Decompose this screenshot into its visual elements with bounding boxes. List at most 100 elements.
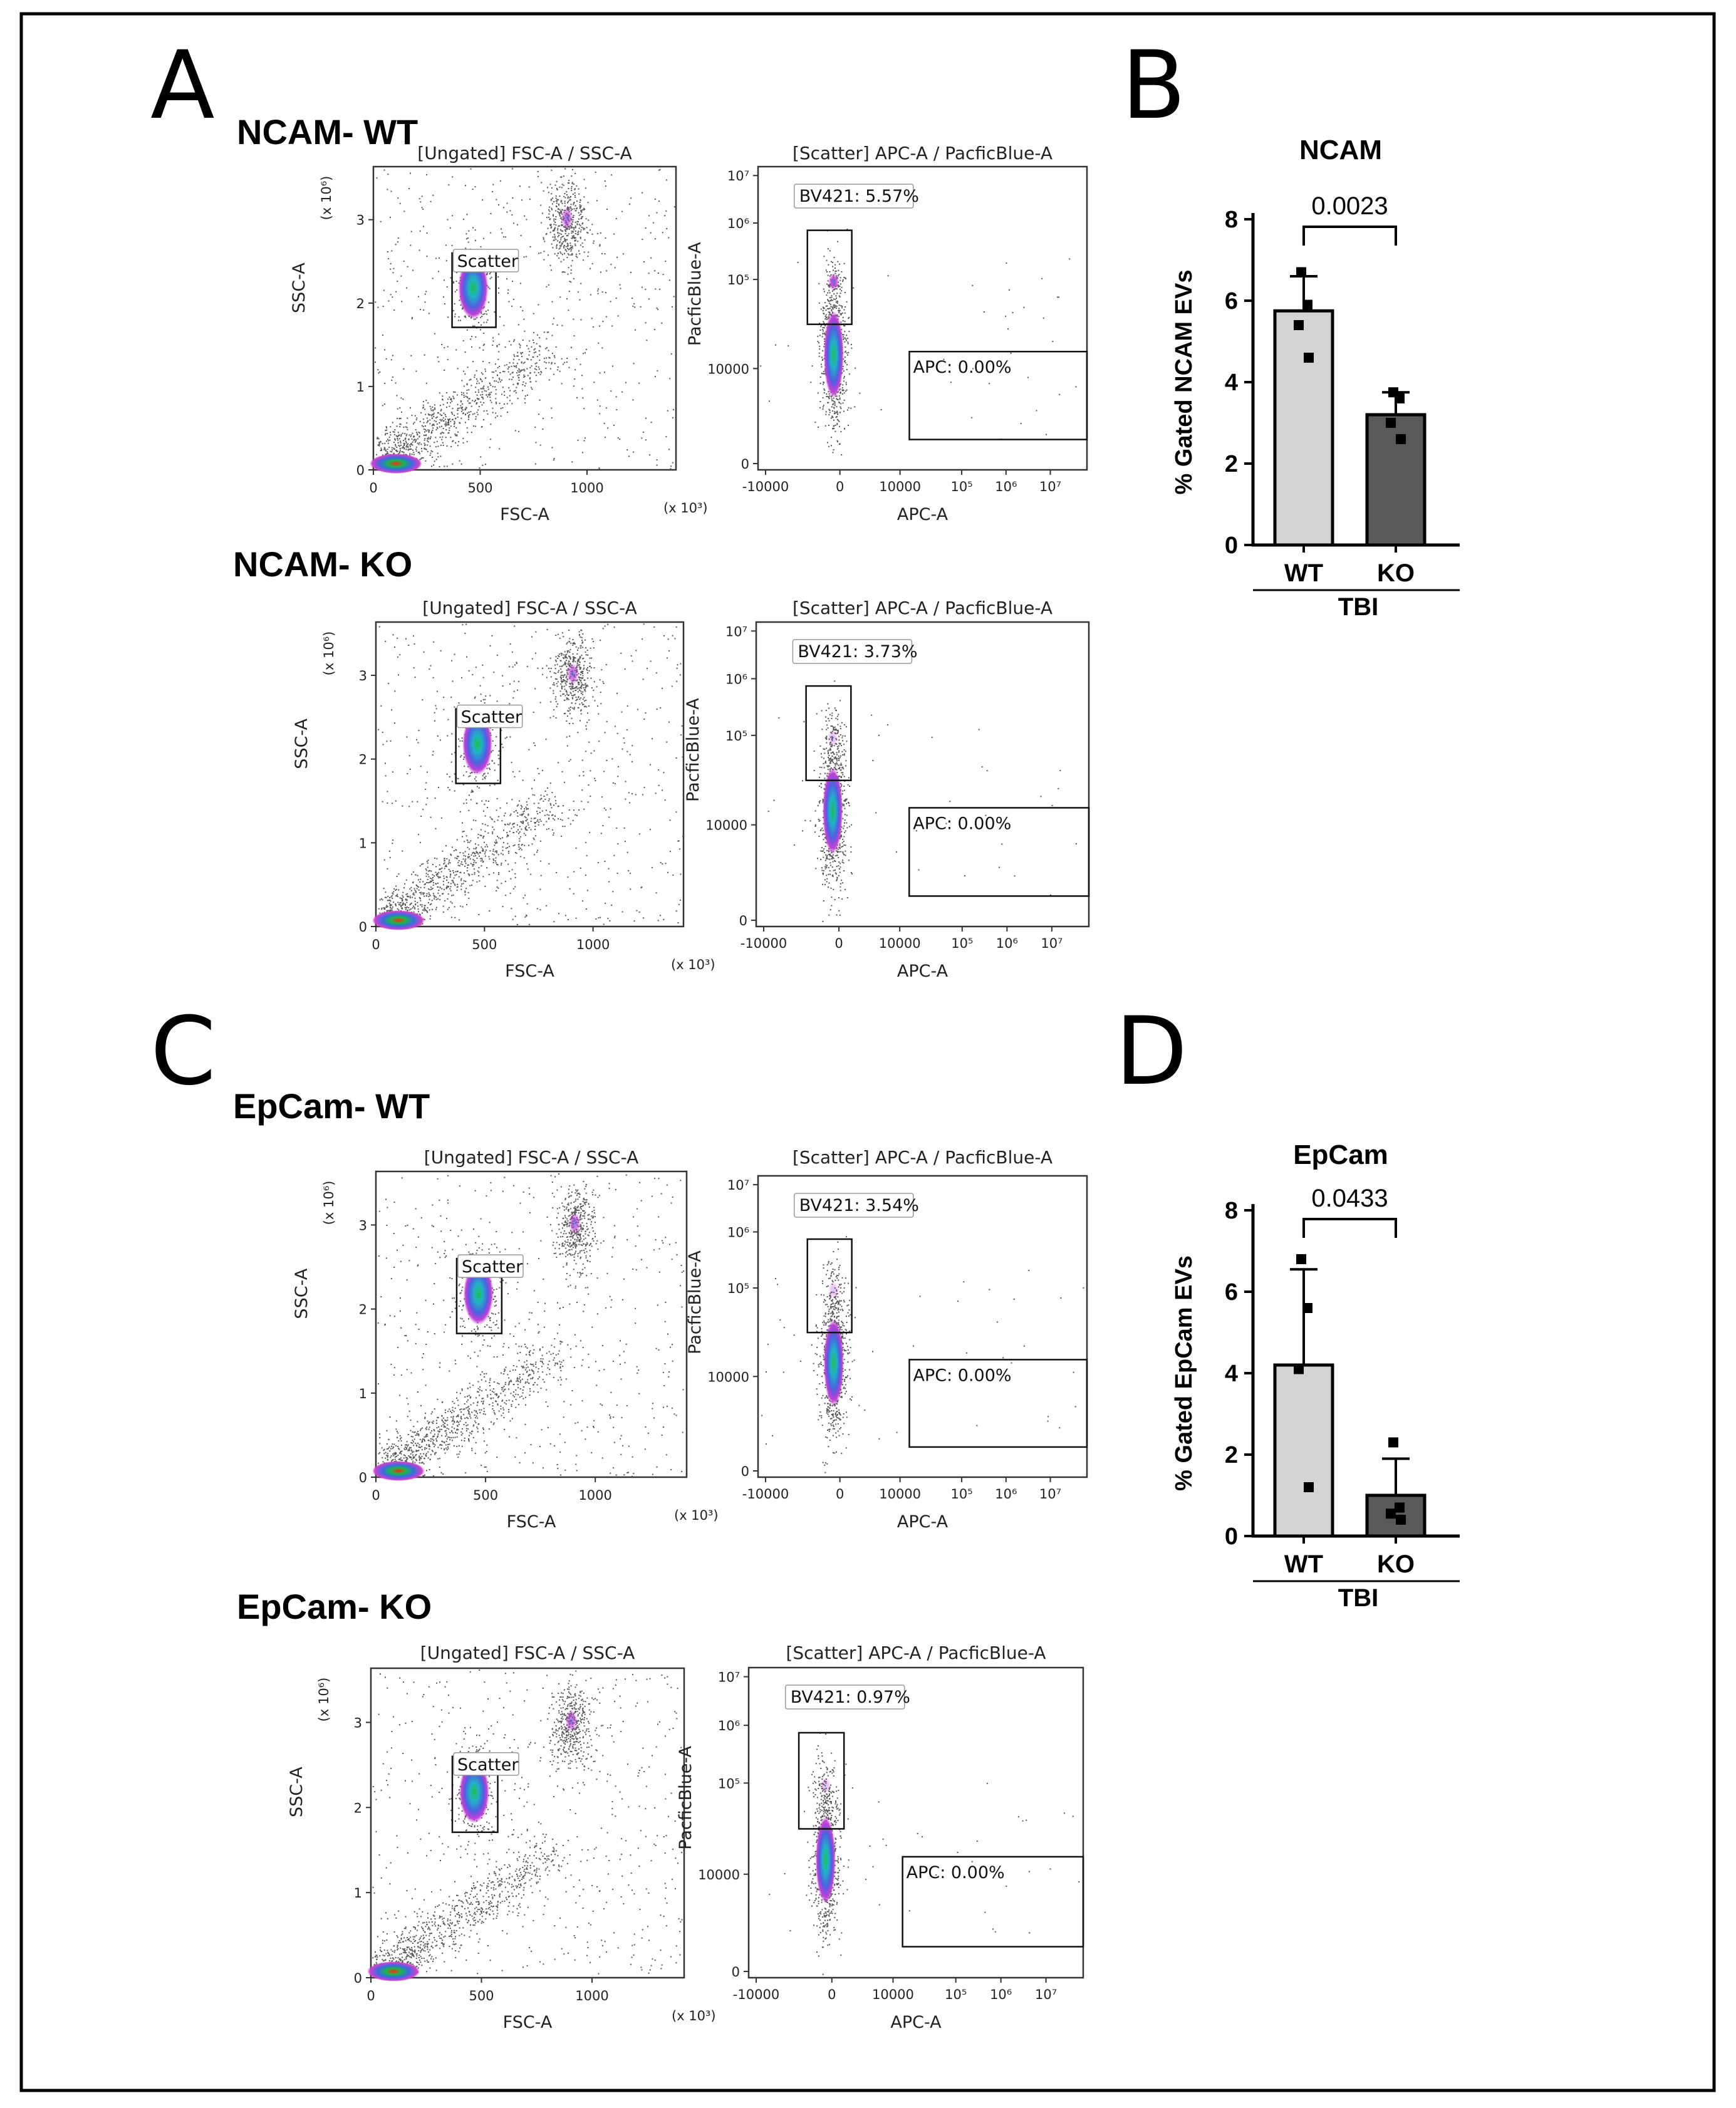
flow-row-4: EpCam- KO [Ungated] FSC-A / SSC-A Scatter 0… [237,1587,1084,2032]
y-tick-label: 8 [1225,1198,1238,1224]
pb-tick-label: 10000 [705,818,747,833]
fsc-multiplier: (x 10³) [671,957,715,972]
plot-frame [757,165,1088,471]
bv421-positive-events [827,729,839,747]
significance-bracket [1302,1218,1397,1238]
apc-tick-label: 0 [834,936,843,951]
fsc-tick-label: 1000 [578,1488,611,1503]
apc-gate-label: APC: 0.00% [913,358,1012,377]
plot-frame [755,621,1090,928]
bv421-gate-label: BV421: 5.57% [799,187,919,206]
apc-tick-label: 10⁶ [995,1487,1017,1502]
scatter-plot-title: [Ungated] FSC-A / SSC-A [417,143,632,164]
ssc-multiplier: (x 10⁶) [321,631,336,676]
y-tick-label: 2 [1225,451,1238,477]
bv421-label-box [784,1685,905,1710]
apc-axis-label: APC-A [897,505,949,524]
y-tick-label: 6 [1225,1279,1238,1306]
bv421-gate [805,685,852,781]
gated-population [459,1760,489,1824]
data-point [1396,1515,1406,1525]
bv421-label-box [792,639,913,664]
category-label: KO [1377,559,1415,587]
apc-tick-label: 10⁷ [1035,1987,1057,2002]
group-label: TBI [1338,1584,1378,1612]
fsc-ssc-plot: [Ungated] FSC-A / SSC-A Scatter 0 500 1000 0 1… [292,598,715,981]
upper-population [561,207,574,230]
apc-tick-label: 10000 [879,479,921,494]
flow-cytometry-panels: NCAM- WT[Ungated] FSC-A / SSC-A Scatter 0 5… [233,112,1090,2032]
pb-tick-label: 10⁷ [718,1670,740,1685]
apc-tick-label: 10⁵ [951,1487,973,1502]
ssc-multiplier: (x 10⁶) [316,1678,331,1722]
apc-tick-label: -10000 [741,936,787,951]
ssc-tick-label: 0 [359,920,367,935]
scatter-gate-label: Scatter [457,252,519,271]
plot-frame [372,165,677,471]
plot-frame [375,621,685,928]
plot-frame [375,1170,688,1478]
scatter-gate-label-box [457,1254,524,1278]
apc-gate-label: APC: 0.00% [913,1366,1012,1385]
significance-bracket [1302,226,1397,246]
fluor-plot-title: [Scatter] APC-A / PacficBlue-A [793,143,1053,164]
apc-pacificblue-plot: [Scatter] APC-A / PacficBlue-A BV421: 3.7… [683,598,1090,981]
apc-axis-label: APC-A [897,1512,949,1532]
bar-chart-b: NCAM 0 2 4 6 8 WT KO TBI % Gated NCAM EVs 0.0023 [1171,135,1460,621]
fsc-tick-label: 500 [473,1488,498,1503]
bar-chart-d: EpCam 0 2 4 6 8 WT KO TBI % Gated EpCam EVs 0.0433 [1171,1140,1460,1612]
panel-letter-d: D [1115,997,1188,1106]
apc-tick-label: -10000 [733,1987,779,2002]
apc-gate-label: APC: 0.00% [907,1863,1005,1882]
gated-population [462,712,493,776]
pb-axis-label: PacficBlue-A [683,698,703,802]
scatter-events [375,168,675,470]
fsc-ssc-plot: [Ungated] FSC-A / SSC-A Scatter 0 500 1000 0 1… [289,143,708,524]
panel-letter-c: C [150,997,216,1106]
ssc-tick-label: 0 [356,463,365,478]
data-point [1296,267,1306,278]
fsc-ssc-plot: [Ungated] FSC-A / SSC-A Scatter 0 500 1000 0 1… [292,1147,719,1532]
fsc-axis-label: FSC-A [503,2013,553,2032]
ssc-tick-label: 1 [356,380,365,395]
apc-tick-label: 10⁵ [945,1987,967,2002]
ssc-axis-label: SSC-A [289,262,309,313]
fsc-tick-label: 500 [469,1988,494,2003]
ssc-tick-label: 3 [359,668,367,683]
apc-tick-label: 10⁵ [951,479,973,494]
fsc-ssc-plot: [Ungated] FSC-A / SSC-A Scatter 0 500 1000 0 1… [287,1643,716,2032]
row-title: EpCam- WT [233,1086,430,1126]
data-point [1386,1508,1396,1519]
corner-population [367,1961,420,1981]
y-tick-label: 4 [1225,1361,1238,1387]
ssc-tick-label: 1 [354,1886,362,1901]
pb-axis-label: PacficBlue-A [685,242,705,346]
ssc-tick-label: 2 [359,1302,367,1317]
apc-gate [908,1359,1088,1448]
pb-tick-label: 10⁷ [727,169,749,184]
apc-gate-label: APC: 0.00% [913,814,1011,833]
fsc-tick-label: 500 [467,480,492,496]
apc-tick-label: -10000 [742,1487,789,1502]
fsc-tick-label: 0 [372,1488,380,1503]
ssc-multiplier: (x 10⁶) [319,176,334,221]
row-title: NCAM- WT [237,112,418,152]
fsc-multiplier: (x 10³) [672,2008,716,2023]
bv421-gate [798,1732,845,1830]
ssc-tick-label: 1 [359,836,367,851]
apc-pacificblue-plot: [Scatter] APC-A / PacficBlue-A BV421: 5.5… [685,143,1088,524]
scatter-gate-label-box [456,704,523,729]
pb-tick-label: 10⁷ [727,1178,749,1193]
data-point [1395,1502,1405,1513]
pb-tick-label: 10⁶ [727,216,749,231]
apc-gate [902,1856,1084,1948]
plot-frame [370,1667,685,1979]
fluor-population [815,1815,836,1904]
scatter-gate-label-box [453,1752,519,1776]
apc-axis-label: APC-A [890,2013,942,2032]
bv421-gate-label: BV421: 3.73% [798,642,917,662]
y-tick-label: 6 [1225,288,1238,314]
data-point [1388,1437,1398,1448]
ssc-tick-label: 1 [359,1386,367,1401]
